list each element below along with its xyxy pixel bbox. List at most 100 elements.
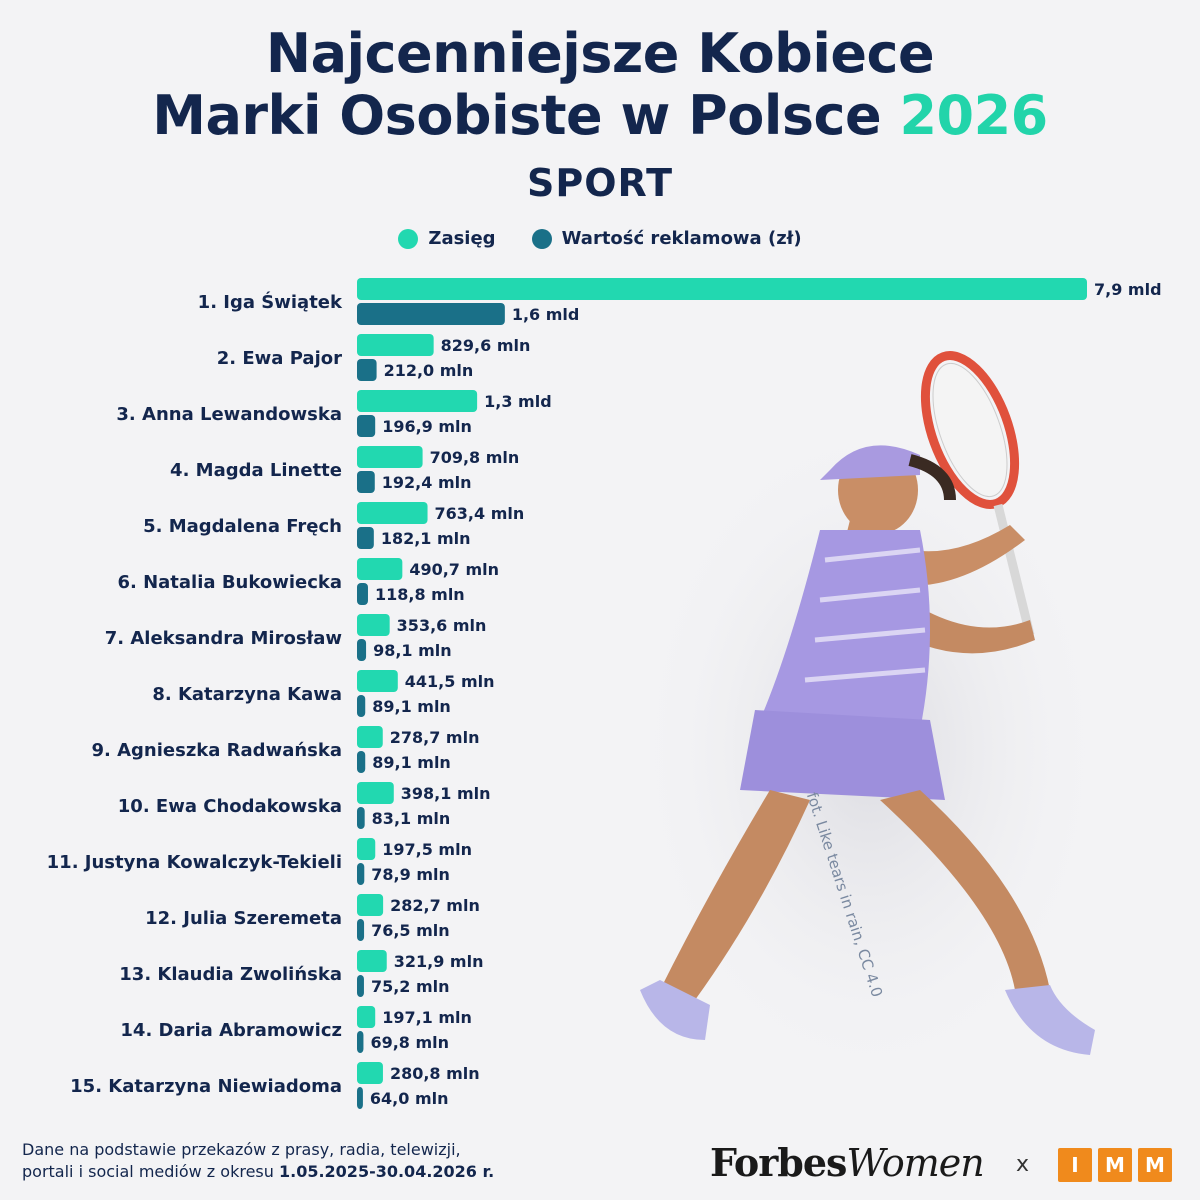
footnote-line2-prefix: portali i social mediów z okresu — [22, 1162, 279, 1181]
data-label-reach: 197,1 mln — [382, 1008, 472, 1027]
data-label-ad-value: 64,0 mln — [370, 1089, 449, 1108]
category-label: 10. Ewa Chodakowska — [118, 796, 342, 817]
legend-item-value: Wartość reklamowa (zł) — [531, 228, 802, 249]
bar-ad-value — [357, 1087, 363, 1109]
category-label: 4. Magda Linette — [170, 460, 342, 481]
bar-reach — [357, 670, 398, 692]
data-label-ad-value: 78,9 mln — [371, 865, 450, 884]
category-label: 11. Justyna Kowalczyk-Tekieli — [47, 852, 342, 873]
bar-ad-value — [357, 415, 376, 437]
category-label: 1. Iga Świątek — [198, 291, 343, 313]
bar-reach — [357, 390, 478, 412]
legend-label-reach: Zasięg — [428, 228, 496, 249]
data-label-ad-value: 118,8 mln — [375, 585, 465, 604]
data-label-ad-value: 75,2 mln — [371, 977, 450, 996]
bar-ad-value — [357, 471, 375, 493]
data-label-reach: 398,1 mln — [401, 784, 491, 803]
imm-letter-2: M — [1098, 1148, 1132, 1182]
bar-ad-value — [357, 527, 374, 549]
brand-separator: x — [1016, 1152, 1030, 1177]
footnote-line1: Dane na podstawie przekazów z prasy, rad… — [22, 1140, 461, 1159]
bar-ad-value — [357, 807, 365, 829]
bar-ad-value — [357, 1031, 364, 1053]
legend-dot-value — [531, 228, 552, 249]
title-year: 2026 — [899, 84, 1048, 147]
data-label-reach: 278,7 mln — [390, 728, 480, 747]
footnote-line2: portali i social mediów z okresu 1.05.20… — [22, 1161, 582, 1183]
bar-reach — [357, 502, 428, 524]
bar-ad-value — [357, 751, 366, 773]
bar-reach — [357, 278, 1087, 300]
imm-logo: I M M — [1058, 1148, 1172, 1182]
category-label: 7. Aleksandra Mirosław — [105, 628, 342, 649]
category-label: 9. Agnieszka Radwańska — [91, 740, 342, 761]
chart-title-line2: Marki Osobiste w Polsce 2026 — [0, 84, 1200, 148]
bar-reach — [357, 782, 394, 804]
category-label: 15. Katarzyna Niewiadoma — [70, 1076, 342, 1097]
forbes-logo-text: Forbes — [710, 1140, 847, 1185]
bar-reach — [357, 446, 423, 468]
category-label: 6. Natalia Bukowiecka — [117, 572, 342, 593]
legend-label-value: Wartość reklamowa (zł) — [561, 228, 802, 249]
source-footnote: Dane na podstawie przekazów z prasy, rad… — [22, 1139, 582, 1183]
category-label: 13. Klaudia Zwolińska — [119, 964, 342, 985]
data-label-reach: 490,7 mln — [409, 560, 499, 579]
bar-ad-value — [357, 583, 368, 605]
women-logo-text: Women — [846, 1141, 984, 1185]
category-label: 2. Ewa Pajor — [217, 348, 342, 369]
data-label-ad-value: 196,9 mln — [382, 417, 472, 436]
data-label-ad-value: 89,1 mln — [372, 753, 451, 772]
imm-letter-1: I — [1058, 1148, 1092, 1182]
bar-reach — [357, 894, 384, 916]
chart-subtitle: SPORT — [527, 161, 673, 205]
bar-reach — [357, 558, 403, 580]
bar-ad-value — [357, 975, 364, 997]
footnote-period: 1.05.2025-30.04.2026 r. — [278, 1162, 495, 1181]
data-label-reach: 7,9 mld — [1094, 280, 1162, 299]
data-label-reach: 280,8 mln — [390, 1064, 480, 1083]
data-label-reach: 197,5 mln — [382, 840, 472, 859]
chart-title-line1: Najcenniejsze Kobiece — [265, 22, 935, 85]
data-label-ad-value: 69,8 mln — [370, 1033, 449, 1052]
data-label-ad-value: 83,1 mln — [372, 809, 451, 828]
legend-item-reach: Zasięg — [398, 228, 496, 249]
category-label: 5. Magdalena Fręch — [143, 516, 342, 537]
data-label-ad-value: 212,0 mln — [384, 361, 474, 380]
data-label-reach: 282,7 mln — [390, 896, 480, 915]
data-label-ad-value: 192,4 mln — [382, 473, 472, 492]
bar-reach — [357, 614, 390, 636]
title-line2-text: Marki Osobiste w Polsce — [152, 84, 882, 147]
data-label-ad-value: 182,1 mln — [381, 529, 471, 548]
imm-letter-3: M — [1138, 1148, 1172, 1182]
bar-reach — [357, 334, 434, 356]
data-label-ad-value: 1,6 mld — [512, 305, 580, 324]
data-label-reach: 1,3 mld — [484, 392, 552, 411]
category-label: 12. Julia Szeremeta — [145, 908, 342, 929]
bar-ad-value — [357, 863, 365, 885]
data-label-reach: 709,8 mln — [430, 448, 520, 467]
data-label-reach: 763,4 mln — [435, 504, 525, 523]
data-label-ad-value: 76,5 mln — [371, 921, 450, 940]
legend-dot-reach — [398, 228, 419, 249]
category-label: 3. Anna Lewandowska — [116, 404, 342, 425]
data-label-reach: 441,5 mln — [405, 672, 495, 691]
data-label-reach: 353,6 mln — [397, 616, 487, 635]
data-label-reach: 321,9 mln — [394, 952, 484, 971]
bar-reach — [357, 726, 383, 748]
bar-ad-value — [357, 919, 365, 941]
bar-ad-value — [357, 359, 377, 381]
chart-legend: Zasięg Wartość reklamowa (zł) — [0, 228, 1200, 249]
tennis-racket-icon — [920, 351, 1035, 637]
bar-reach — [357, 1062, 383, 1084]
bar-reach — [357, 838, 376, 860]
bar-ad-value — [357, 695, 366, 717]
forbes-women-logo: ForbesWomen — [710, 1140, 985, 1185]
data-label-ad-value: 98,1 mln — [373, 641, 452, 660]
data-label-reach: 829,6 mln — [441, 336, 531, 355]
bar-ad-value — [357, 639, 367, 661]
bar-reach — [357, 950, 387, 972]
bar-ad-value — [357, 303, 505, 325]
bar-reach — [357, 1006, 376, 1028]
data-label-ad-value: 89,1 mln — [372, 697, 451, 716]
